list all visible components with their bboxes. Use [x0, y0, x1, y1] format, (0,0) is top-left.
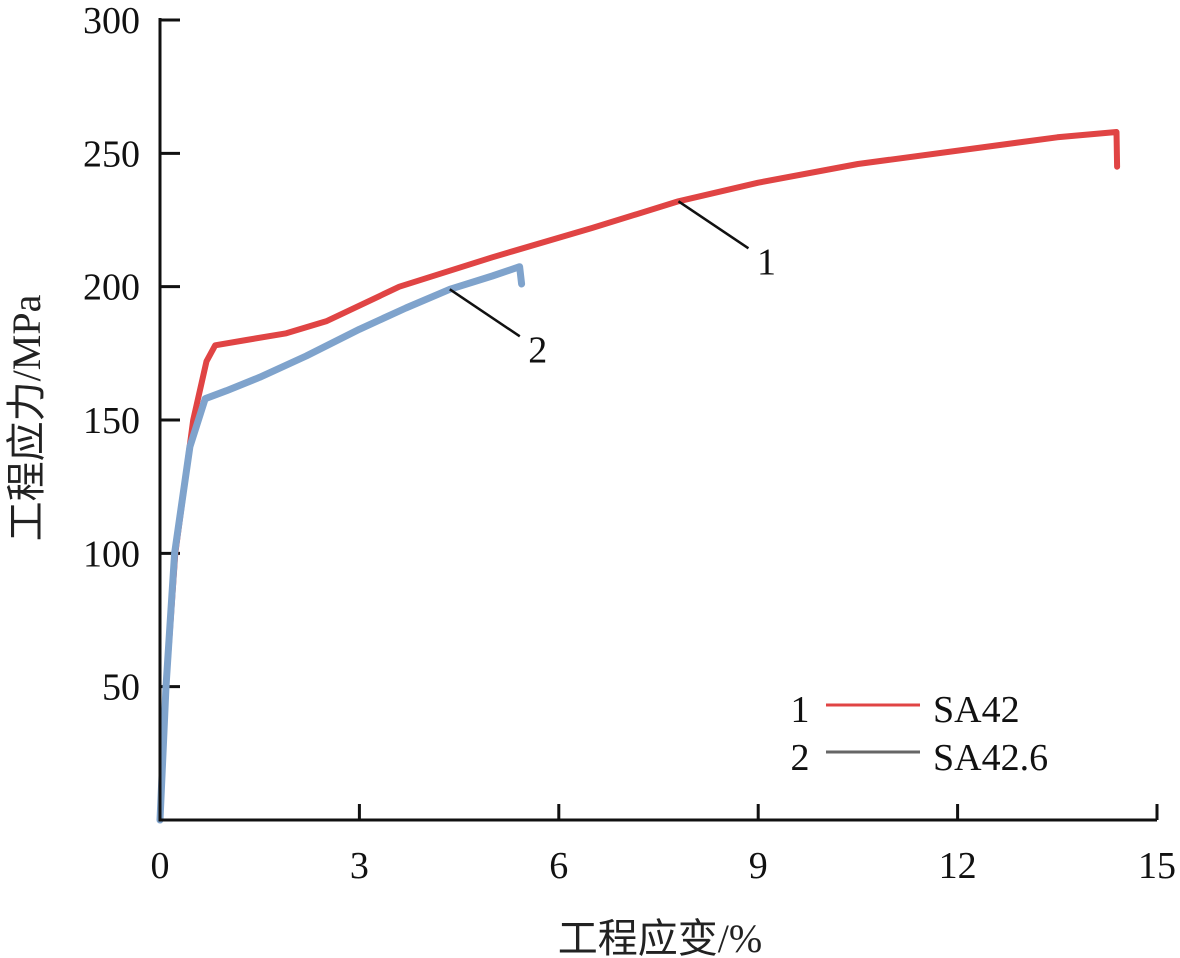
- legend: 1 SA42 2 SA42.6: [791, 689, 1049, 779]
- y-tick-label: 50: [102, 667, 140, 709]
- x-axis-label: 工程应变/%: [558, 916, 762, 958]
- x-tick-label: 12: [939, 845, 977, 887]
- y-axis-label: 工程应力/MPa: [4, 294, 49, 541]
- annotation-label: 1: [757, 241, 776, 283]
- annotation-leader: [677, 200, 750, 250]
- y-tick-label: 200: [83, 267, 140, 309]
- legend-id-1: 1: [791, 689, 810, 731]
- y-tick-label: 150: [83, 400, 140, 442]
- series-line-SA42.6: [156, 263, 526, 824]
- x-tick-label: 9: [749, 845, 768, 887]
- x-tick-label: 3: [350, 845, 369, 887]
- y-tick-label: 100: [83, 533, 140, 575]
- y-tick-label: 250: [83, 133, 140, 175]
- legend-label-2: SA42.6: [933, 737, 1048, 779]
- x-tick-label: 0: [151, 845, 170, 887]
- legend-id-2: 2: [791, 737, 810, 779]
- annotation-leader: [449, 288, 521, 338]
- x-tick-label: 15: [1138, 845, 1176, 887]
- y-tick-label: 300: [83, 0, 140, 42]
- annotation-label: 2: [528, 329, 547, 371]
- x-tick-label: 6: [549, 845, 568, 887]
- axes: [158, 18, 1157, 822]
- legend-label-1: SA42: [933, 689, 1020, 731]
- series-line-SA42: [157, 129, 1121, 823]
